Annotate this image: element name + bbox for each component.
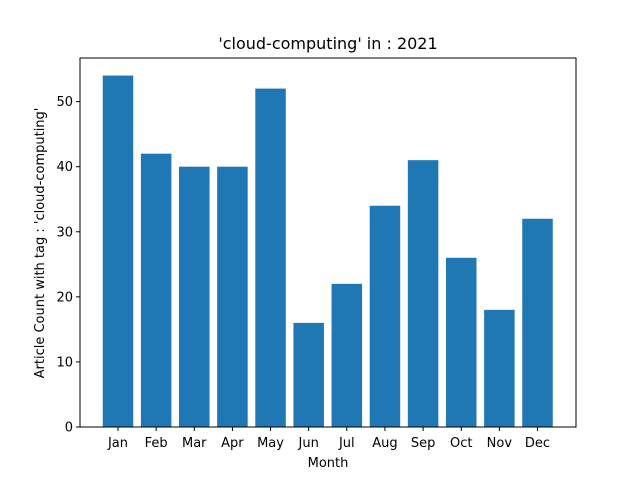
y-tick-label: 20 <box>56 290 73 305</box>
x-tick-label: Feb <box>145 436 168 451</box>
bar-dec <box>522 218 553 427</box>
y-tick-label: 10 <box>56 355 73 370</box>
plot-frame <box>79 57 577 428</box>
x-tick-label: May <box>257 436 284 451</box>
x-tick-label: Sep <box>411 436 436 451</box>
x-tick-label: Aug <box>372 436 397 451</box>
y-tick-label: 0 <box>65 421 73 436</box>
y-axis-ticks: 0 10 20 30 40 50 <box>56 95 80 436</box>
x-tick-label: Jun <box>298 436 319 451</box>
bar-jun <box>293 322 324 427</box>
x-axis-label: Month <box>308 456 349 471</box>
x-tick-label: Apr <box>221 436 244 451</box>
x-tick-label: Mar <box>182 436 207 451</box>
x-tick-label: Jul <box>338 436 355 451</box>
bar-sep <box>407 160 439 427</box>
bar-apr <box>217 166 248 427</box>
x-axis-ticks: Jan Feb Mar Apr May Jun Jul Aug Sep Oct Nov Dec <box>107 427 550 451</box>
bar-mar <box>179 166 210 427</box>
bars-group <box>102 75 553 428</box>
x-tick-label: Dec <box>525 436 550 451</box>
bar-feb <box>140 153 172 427</box>
y-axis-label: Article Count with tag : 'cloud-computin… <box>33 108 48 379</box>
y-tick-label: 30 <box>56 225 73 240</box>
x-tick-label: Nov <box>487 436 513 451</box>
y-tick-label: 40 <box>56 160 73 175</box>
bar-oct <box>445 257 477 427</box>
x-tick-label: Jan <box>107 436 128 451</box>
y-tick-label: 50 <box>56 95 73 110</box>
bar-jan <box>102 75 134 428</box>
bar-jul <box>331 283 363 427</box>
bar-may <box>255 88 286 427</box>
bar-aug <box>369 205 401 427</box>
chart-title: 'cloud-computing' in : 2021 <box>218 34 437 53</box>
bar-nov <box>484 309 515 427</box>
x-tick-label: Oct <box>450 436 472 451</box>
